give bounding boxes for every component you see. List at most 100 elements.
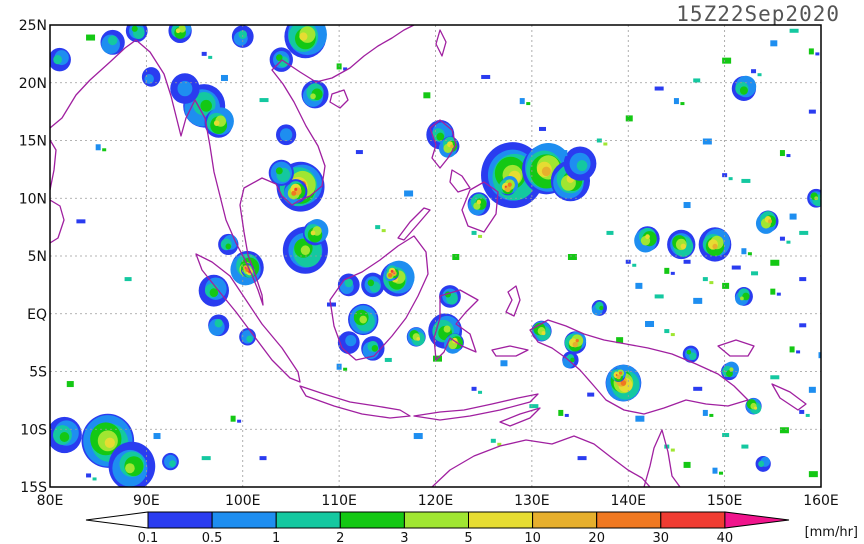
rain-speck [670,271,675,275]
rain-intensity-band [107,35,118,46]
rain-cell [337,331,360,354]
rain-intensity-band [175,28,181,34]
rain-intensity-band [246,335,253,343]
rain-speck [230,415,236,422]
rain-cell [204,107,234,138]
rain-speck [558,150,568,157]
rain-cell [268,159,294,186]
rain-cell [170,73,200,104]
lat-tick-label: EQ [27,307,47,323]
rain-speck [616,337,624,344]
rain-speck [702,138,712,145]
rain-speck [343,67,348,71]
coastlines [50,25,807,487]
rain-speck [799,230,809,235]
rain-intensity-band [575,338,579,343]
rain-speck [86,34,96,41]
rain-intensity-band [416,336,421,341]
rain-intensity-band [742,292,750,301]
rain-speck [606,230,614,235]
rain-speck [500,360,508,367]
colorbar-swatch [468,511,534,529]
rain-cell [755,210,779,234]
rain-speck [789,28,799,33]
rain-speck [770,259,780,266]
rain-speck [76,219,86,224]
rain-speck [799,277,807,282]
rain-speck [102,148,107,152]
rain-intensity-band [344,278,353,288]
rain-cell [198,274,229,307]
lat-tick-label: 25N [19,18,47,34]
rain-speck [596,138,602,143]
lon-tick-label: 100E [225,493,261,509]
rain-speck [808,109,816,114]
coastline-java [299,385,411,419]
colorbar-label: 1 [272,531,280,544]
rain-intensity-band [359,315,367,324]
rain-speck [567,254,577,260]
coastline-india-east [50,139,57,191]
coastline-sri-lanka [50,199,65,244]
rain-speck [751,271,759,276]
rain-intensity-band [393,272,395,275]
rain-speck [709,413,714,417]
rain-cell [302,219,329,246]
rain-speck [779,236,785,241]
colorbar-label: 10 [524,531,541,544]
rain-intensity-band [680,243,686,250]
rain-speck [770,375,780,380]
timestamp-label: 15Z22Sep2020 [676,2,840,26]
rain-cell [275,124,297,146]
rain-cell [239,328,256,346]
rain-cell [108,441,156,487]
rain-intensity-band [125,463,135,474]
rain-speck [375,225,381,230]
lon-tick-label: 140E [610,493,646,509]
rain-intensity-band [507,182,512,187]
rain-speck [751,69,757,74]
rain-speck [776,292,781,296]
coastline-palawan [397,207,431,241]
rain-cell [698,227,732,262]
rain-intensity-band [476,199,482,205]
rain-speck [587,392,595,397]
rain-cell [284,25,327,59]
lon-tick-label: 110E [321,493,357,509]
rain-speck [693,78,701,83]
rain-intensity-band [371,345,379,352]
rain-speck [413,433,423,440]
coastline-solomons [771,383,807,411]
rain-cell [667,229,696,260]
rain-speck [471,386,477,391]
rain-cell [564,331,587,354]
colorbar-label: 0.1 [138,531,159,544]
rain-speck [805,413,810,417]
coastline-borneo [329,235,429,361]
rain-intensity-band [279,128,293,142]
rain-speck [632,263,637,267]
rain-cell [168,25,192,44]
rain-cell [734,287,753,306]
rain-intensity-band [739,86,748,95]
rain-speck [693,297,703,304]
rain-cell [531,320,552,342]
rain-intensity-band [758,460,765,467]
coastline-mindanao [461,181,499,233]
rain-intensity-band [238,30,247,39]
rain-intensity-band [615,374,618,376]
rain-intensity-band [104,437,115,449]
rain-speck [481,74,491,79]
rain-speck [670,333,675,337]
rain-speck [86,473,92,478]
rain-speck [645,320,655,327]
rain-cell [562,351,579,369]
colorbar-label: 30 [653,531,670,544]
colorbar-swatch [532,511,598,529]
rain-speck [799,409,805,414]
rain-intensity-band [599,305,604,311]
rain-speck [693,386,703,391]
rain-speck [603,142,608,146]
rain-intensity-band [712,243,718,250]
